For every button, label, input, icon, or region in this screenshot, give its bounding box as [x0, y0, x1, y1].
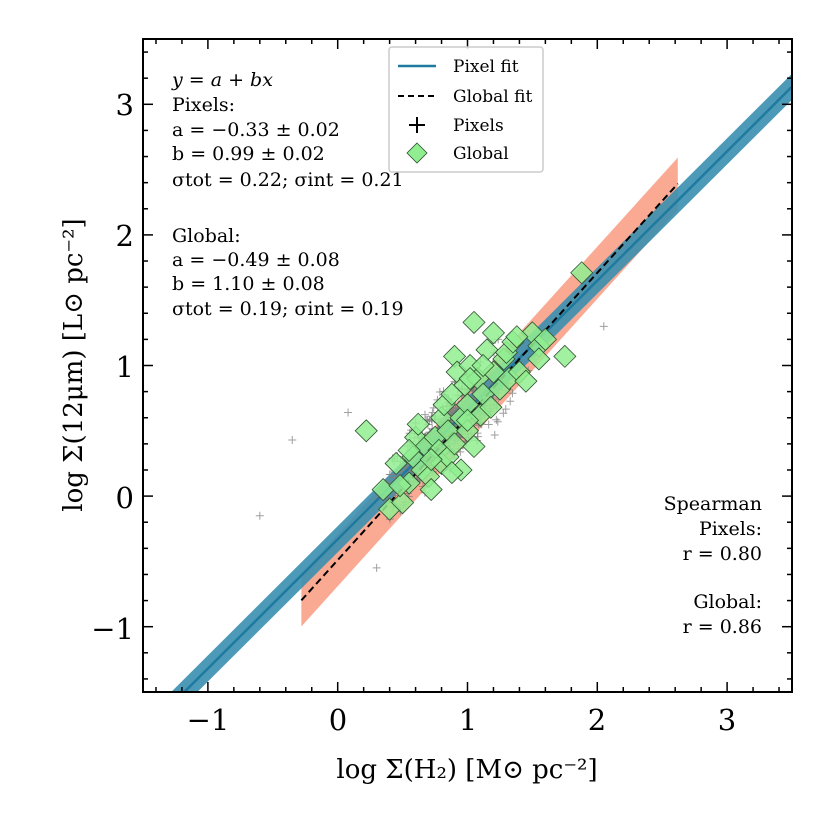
- global-point: [462, 310, 486, 334]
- x-axis-title: log Σ(H₂) [M⊙ pc⁻²]: [336, 755, 597, 785]
- x-tick-label: −1: [187, 703, 230, 737]
- spearman-pixels-label: Pixels:: [699, 518, 762, 540]
- legend-global-swatch: [406, 142, 428, 164]
- pixel-point: [420, 410, 429, 419]
- spearman-global-r: r = 0.86: [683, 616, 762, 638]
- global-point: [481, 321, 506, 345]
- pixel-point: [288, 435, 297, 444]
- global-point: [419, 447, 443, 472]
- legend-label: Global: [453, 144, 509, 164]
- legend: Pixel fit Global fit Pixels Global: [388, 46, 544, 173]
- global-point: [397, 438, 421, 462]
- legend-label: Pixel fit: [453, 57, 519, 77]
- pixel-point: [501, 405, 510, 414]
- pixels-a-value: a = −0.33 ± 0.02: [172, 119, 340, 141]
- x-tick-label: 3: [718, 703, 736, 737]
- global-point: [462, 434, 486, 459]
- pixels-heading: Pixels:: [172, 94, 235, 116]
- global-point: [570, 261, 594, 285]
- global-point: [455, 408, 480, 432]
- y-tick-label: 3: [116, 88, 134, 122]
- y-axis-title: log Σ(12μm) [L⊙ pc⁻²]: [59, 218, 89, 511]
- global-sigma-value: σtot = 0.19; σint = 0.19: [172, 298, 404, 320]
- pixel-point: [344, 408, 353, 417]
- y-tick-label: 1: [116, 350, 134, 384]
- pixel-point: [372, 563, 381, 572]
- pixel-point: [255, 511, 264, 520]
- global-point: [406, 412, 430, 436]
- global-point: [384, 451, 408, 476]
- pixel-point: [490, 430, 499, 439]
- global-point: [442, 432, 467, 456]
- equation-label: y = a + bx: [171, 69, 273, 91]
- legend-pixels-swatch: [409, 117, 425, 133]
- global-point: [354, 419, 378, 443]
- global-point: [419, 478, 443, 502]
- pixel-point: [599, 322, 608, 331]
- global-heading: Global:: [172, 225, 241, 247]
- pixels-b-value: b = 0.99 ± 0.02: [172, 143, 325, 165]
- pixel-point: [492, 415, 501, 424]
- global-point: [514, 369, 538, 393]
- global-points: [354, 261, 594, 521]
- pixel-point: [435, 388, 444, 397]
- global-point: [479, 395, 503, 419]
- global-point: [533, 327, 557, 351]
- pixel-point: [493, 417, 502, 426]
- pixel-point: [389, 473, 398, 482]
- global-point: [391, 491, 415, 515]
- legend-box: [388, 46, 544, 173]
- global-point: [471, 353, 495, 378]
- global-point: [458, 366, 482, 391]
- pixel-point: [499, 409, 508, 418]
- y-tick-label: 2: [116, 219, 134, 253]
- pixel-point: [391, 491, 400, 500]
- spearman-pixels-r: r = 0.80: [683, 543, 762, 565]
- pixel-point: [484, 420, 493, 429]
- global-point: [553, 344, 577, 368]
- legend-label: Global fit: [453, 87, 532, 107]
- legend-label: Pixels: [453, 116, 504, 136]
- pixel-point: [385, 470, 394, 479]
- global-point: [388, 474, 412, 498]
- spearman-global-label: Global:: [693, 591, 762, 613]
- global-b-value: b = 1.10 ± 0.08: [172, 273, 325, 295]
- x-tick-label: 2: [588, 703, 606, 737]
- axis-ticks: [143, 39, 792, 692]
- x-tick-label: 0: [329, 703, 347, 737]
- global-point: [440, 461, 464, 485]
- pixels-sigma-value: σtot = 0.22; σint = 0.21: [172, 169, 404, 191]
- y-tick-label: −1: [91, 612, 134, 646]
- global-point: [527, 347, 551, 371]
- x-tick-label: 1: [459, 703, 477, 737]
- y-tick-label: 0: [116, 481, 134, 515]
- global-point: [505, 325, 529, 349]
- spearman-title: Spearman: [664, 493, 762, 515]
- global-a-value: a = −0.49 ± 0.08: [172, 249, 340, 271]
- pixel-point: [508, 389, 517, 398]
- pixel-point: [506, 397, 515, 406]
